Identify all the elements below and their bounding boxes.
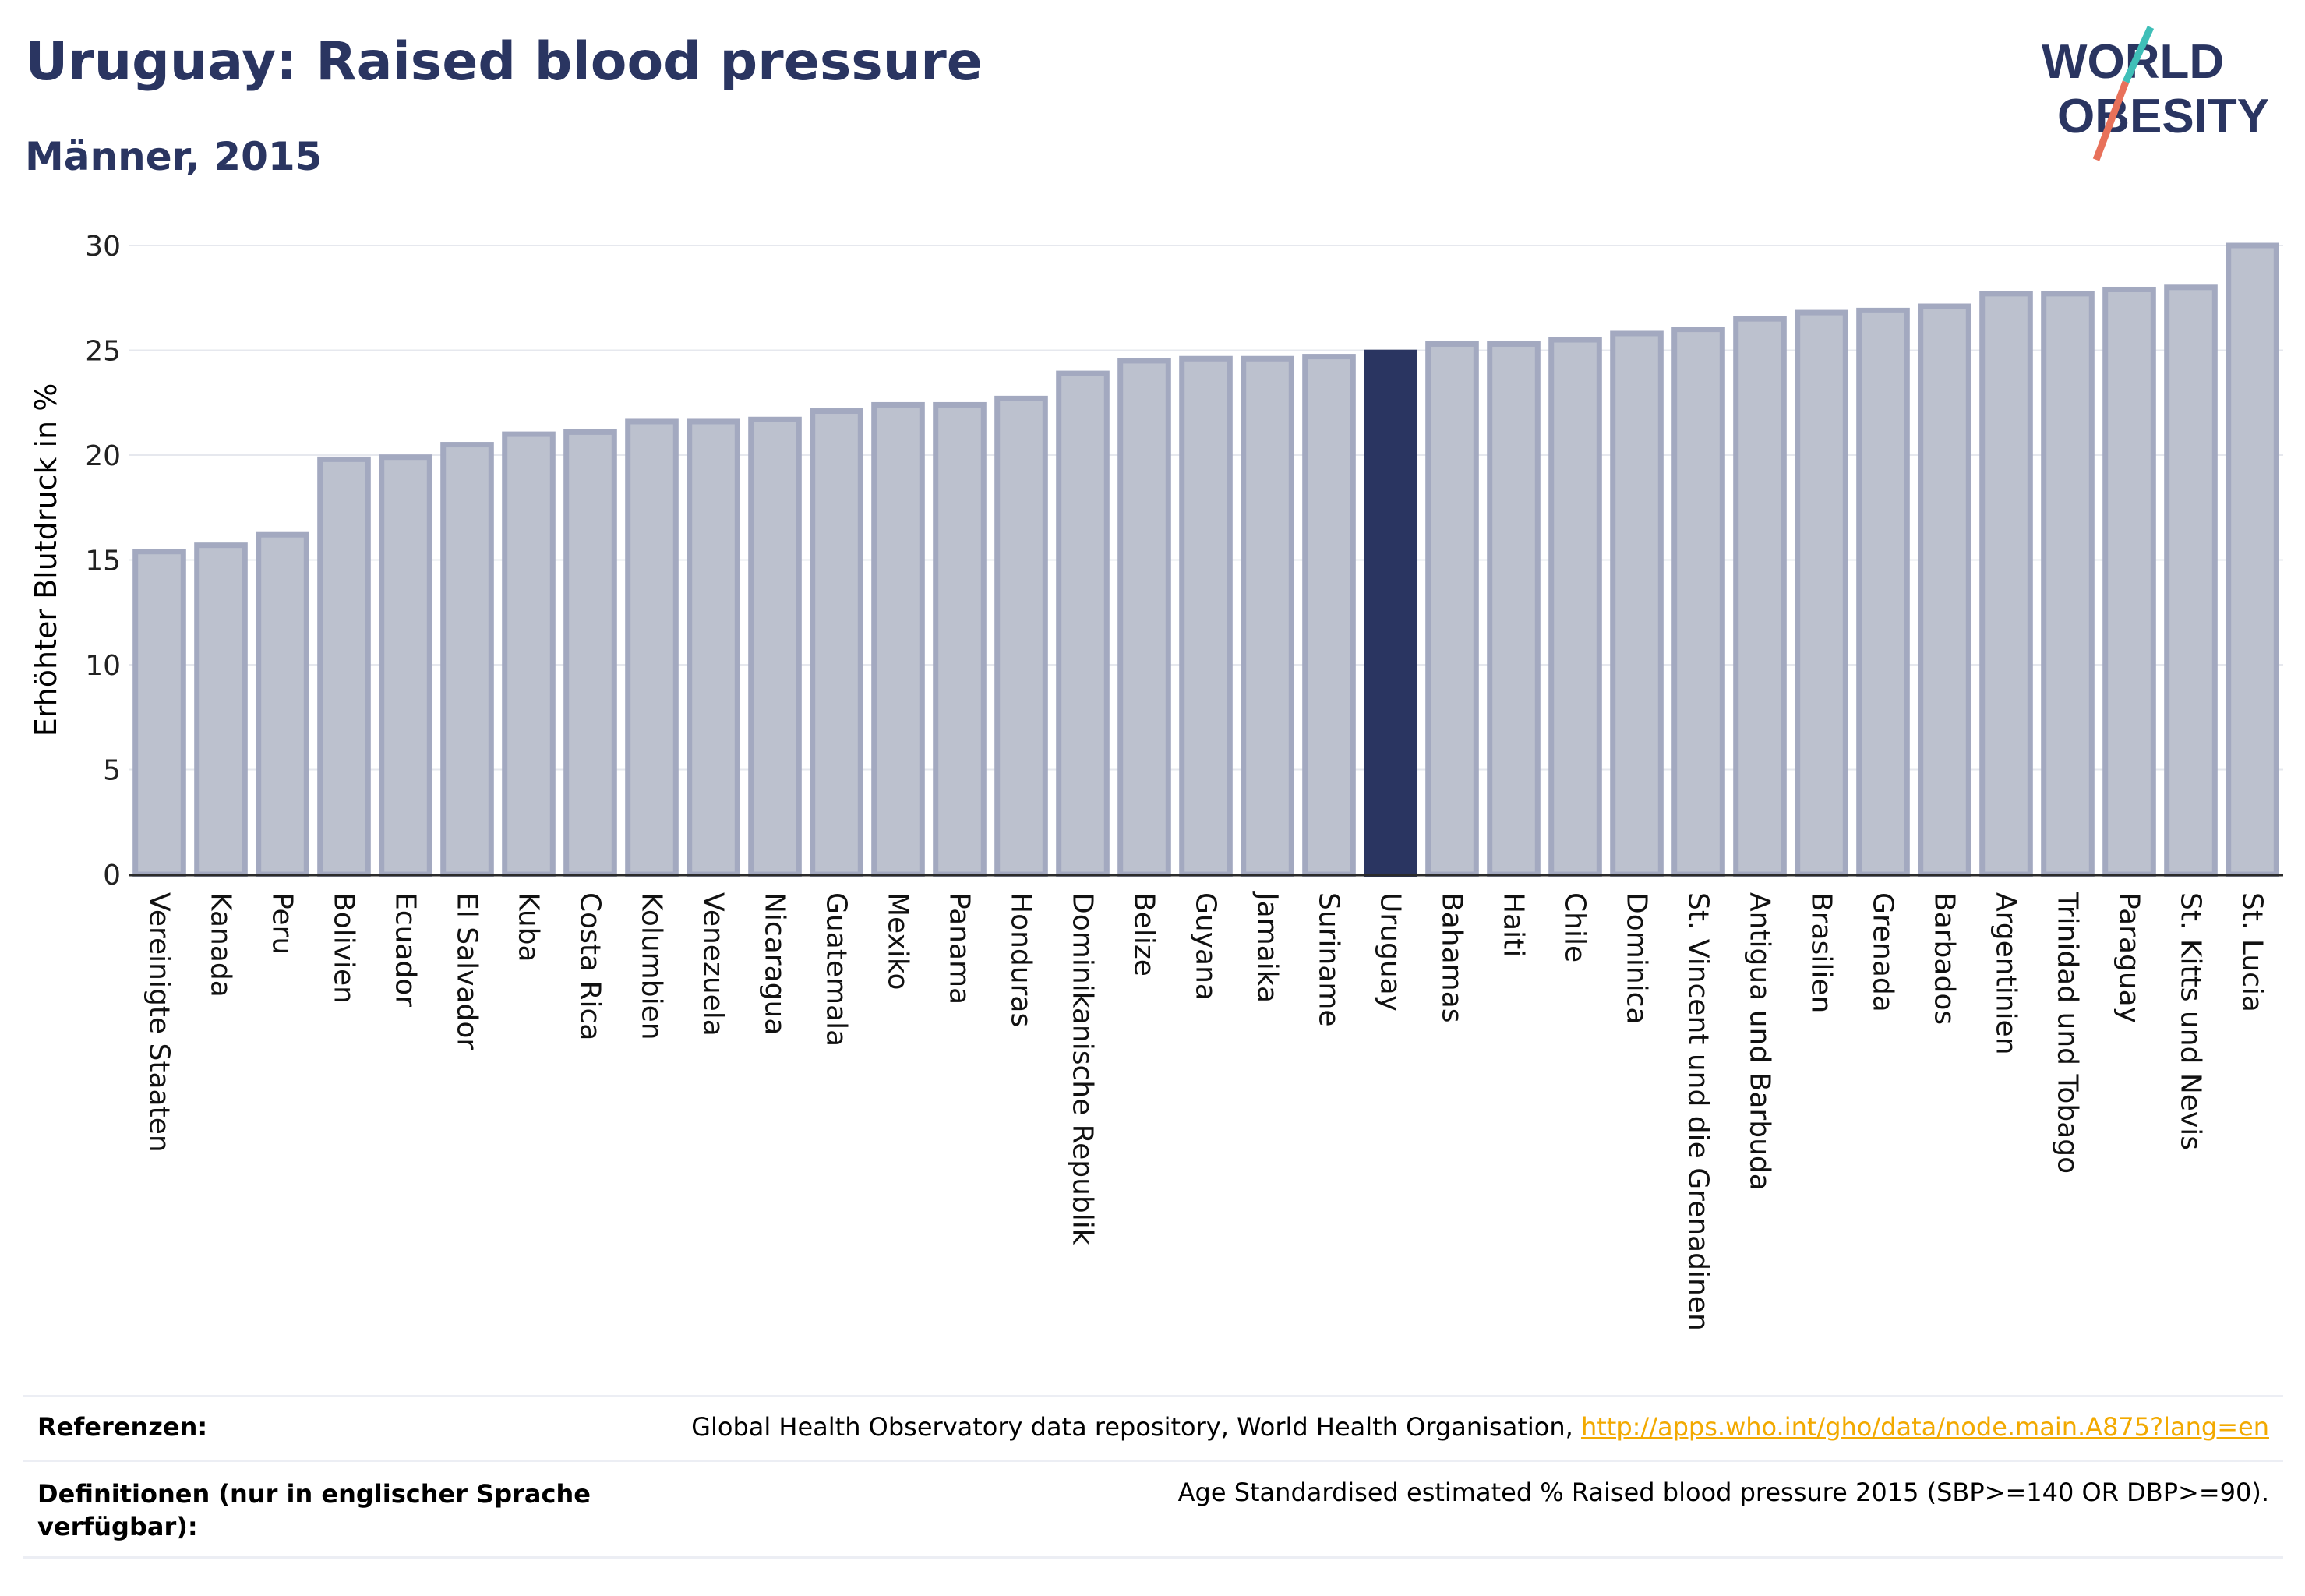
x-tick-label: Vereinigte Staaten — [143, 892, 175, 1153]
bar-haiti — [1487, 341, 1541, 877]
x-tick-label: St. Lucia — [2236, 892, 2268, 1012]
x-tick-label: El Salvador — [451, 892, 483, 1050]
x-tick-label: Argentinien — [1990, 892, 2022, 1055]
x-tick-label: Antigua und Barbuda — [1744, 892, 1776, 1191]
x-tick-label: Ecuador — [390, 892, 422, 1007]
x-tick-label: St. Vincent und die Grenadinen — [1682, 892, 1714, 1331]
bar-mexiko — [871, 401, 925, 877]
bar-trinidad-und-tobago — [2041, 291, 2095, 877]
x-tick-label: Belize — [1128, 892, 1160, 976]
bar-peru — [256, 531, 309, 877]
footer-divider-bottom — [23, 1556, 2283, 1559]
x-tick-label: Suriname — [1313, 892, 1345, 1027]
chart-title: Uruguay: Raised blood pressure — [25, 31, 983, 93]
y-tick-label: 0 — [103, 860, 121, 892]
x-tick-label: Venezuela — [697, 892, 729, 1036]
bar-st-lucia — [2226, 242, 2279, 877]
bar-chart: 0 5 10 15 20 25 30 Vereinigte Staaten Kanada Per… — [29, 231, 2283, 1331]
x-tick-label: Kuba — [513, 892, 545, 962]
world-obesity-logo: WORLD OBESITY — [2042, 26, 2269, 161]
bar-brasilien — [1795, 309, 1848, 877]
bar-kanada — [194, 542, 248, 877]
bar-guyana — [1179, 355, 1233, 877]
bar-ecuador — [379, 454, 432, 877]
x-tick-label: Guyana — [1190, 892, 1222, 1001]
bar-honduras — [994, 395, 1048, 877]
x-tick-label: Nicaragua — [759, 892, 791, 1035]
x-tick-label: Kanada — [205, 892, 237, 998]
x-tick-label: Uruguay — [1375, 892, 1407, 1012]
y-tick-label: 30 — [85, 231, 121, 263]
logo-slash-teal — [2122, 26, 2155, 83]
bar-el-salvador — [440, 442, 494, 877]
x-tick-label: Mexiko — [882, 892, 914, 990]
bars — [132, 242, 2279, 877]
x-tick-label: Costa Rica — [574, 892, 606, 1040]
x-tick-label: St. Kitts und Nevis — [2175, 892, 2207, 1150]
bar-chile — [1548, 337, 1602, 877]
bar-dominikanische-republik — [1056, 370, 1110, 877]
bar-uruguay — [1364, 349, 1417, 877]
bar-costa-rica — [563, 429, 617, 877]
bar-suriname — [1302, 354, 1356, 877]
footer-divider-middle — [23, 1460, 2283, 1462]
bar-paraguay — [2102, 286, 2156, 877]
bar-st-vincent-und-die-grenadinen — [1671, 327, 1725, 877]
bar-venezuela — [687, 418, 740, 877]
definitions-row: Definitionen (nur in englischer Sprache … — [23, 1478, 2283, 1555]
x-tick-label: Dominikanische Republik — [1067, 892, 1099, 1245]
x-tick-label: Barbados — [1929, 892, 1961, 1025]
y-axis-ticks: 0 5 10 15 20 25 30 — [85, 231, 121, 892]
bar-argentinien — [1979, 291, 2033, 877]
x-tick-label: Honduras — [1005, 892, 1037, 1027]
x-tick-label: Grenada — [1867, 892, 1899, 1012]
bar-kuba — [502, 431, 556, 877]
bar-st-kitts-und-nevis — [2164, 284, 2218, 877]
x-tick-label: Peru — [267, 892, 298, 955]
x-tick-label: Trinidad und Tobago — [2052, 892, 2084, 1174]
bar-jamaika — [1241, 355, 1294, 877]
bar-guatemala — [810, 408, 863, 877]
bar-kolumbien — [625, 418, 679, 877]
bar-nicaragua — [748, 416, 802, 877]
x-tick-label: Jamaika — [1251, 891, 1283, 1003]
x-tick-label: Paraguay — [2113, 892, 2145, 1023]
y-tick-label: 25 — [85, 336, 121, 368]
references-label: Referenzen: — [37, 1412, 208, 1442]
x-tick-label: Chile — [1559, 892, 1591, 962]
y-tick-label: 20 — [85, 440, 121, 472]
y-tick-label: 10 — [85, 650, 121, 682]
footer-divider-top — [23, 1395, 2283, 1397]
x-tick-label: Panama — [944, 892, 976, 1005]
references-row: Referenzen: Global Health Observatory da… — [23, 1412, 2283, 1459]
references-link[interactable]: http://apps.who.int/gho/data/node.main.A… — [1580, 1412, 2269, 1442]
bar-grenada — [1856, 307, 1910, 877]
x-axis-labels: Vereinigte Staaten Kanada Peru Bolivien Ecua… — [143, 891, 2268, 1331]
x-tick-label: Bolivien — [328, 892, 360, 1004]
bar-bahamas — [1425, 341, 1479, 877]
logo-line2: OBESITY — [2057, 90, 2269, 143]
x-tick-label: Brasilien — [1806, 892, 1837, 1013]
logo-slash-coral — [2092, 80, 2130, 161]
bar-belize — [1117, 358, 1171, 877]
y-tick-label: 15 — [85, 546, 121, 577]
bar-bolivien — [317, 456, 371, 877]
references-source: Global Health Observatory data repositor… — [691, 1412, 1573, 1442]
x-tick-label: Bahamas — [1436, 892, 1468, 1023]
bar-barbados — [1918, 303, 1971, 877]
bar-panama — [933, 401, 987, 877]
x-tick-label: Haiti — [1498, 892, 1530, 957]
references-text: Global Health Observatory data repositor… — [691, 1412, 2269, 1442]
bar-vereinigte-staaten — [132, 549, 186, 877]
y-axis-label: Erhöhter Blutdruck in % — [29, 383, 63, 737]
bar-antigua-und-barbuda — [1733, 316, 1787, 877]
y-tick-label: 5 — [103, 755, 121, 787]
x-tick-label: Kolumbien — [636, 892, 668, 1040]
x-tick-label: Guatemala — [821, 892, 852, 1047]
chart-subtitle: Männer, 2015 — [25, 134, 323, 179]
definitions-label: Definitionen (nur in englischer Sprache … — [37, 1479, 591, 1541]
bar-dominica — [1610, 330, 1664, 877]
definitions-text: Age Standardised estimated % Raised bloo… — [1177, 1478, 2269, 1507]
x-tick-label: Dominica — [1621, 892, 1653, 1025]
